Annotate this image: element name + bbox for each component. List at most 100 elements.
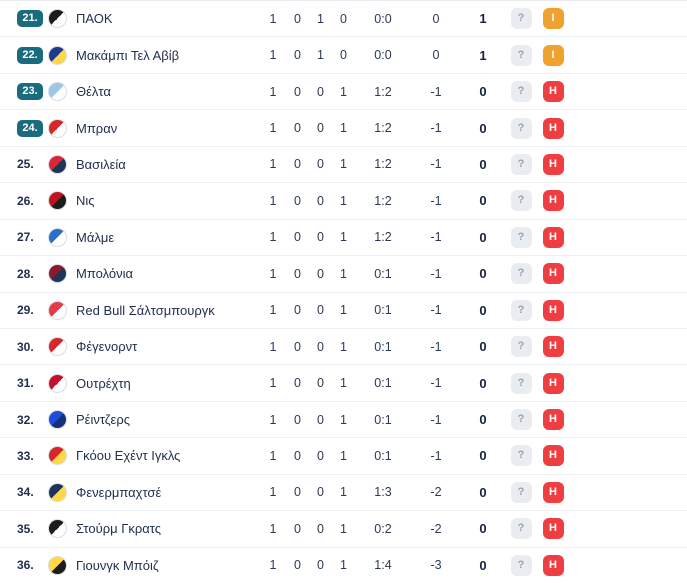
position-label: 28. (17, 266, 34, 281)
unknown-opponent-icon[interactable]: ? (510, 263, 532, 285)
position-cell: 35. (12, 520, 48, 538)
unknown-opponent-icon[interactable]: ? (510, 8, 532, 30)
table-row[interactable]: 27. Μάλμε 1 0 0 1 1:2 -1 0 ? Η (0, 219, 687, 257)
form-result-badge[interactable]: Η (542, 299, 564, 321)
team-name[interactable]: Φέγενορντ (76, 339, 138, 355)
draws-cell: 1 (317, 11, 324, 26)
form-result-badge[interactable]: Η (542, 81, 564, 103)
team-name[interactable]: Ρέιντζερς (76, 412, 130, 428)
unknown-opponent-icon[interactable]: ? (510, 409, 532, 431)
table-row[interactable]: 26. Νις 1 0 0 1 1:2 -1 0 ? Η (0, 183, 687, 220)
team-logo-icon (48, 9, 67, 29)
draws-cell: 0 (317, 230, 324, 245)
team-name[interactable]: ΠΑΟΚ (76, 11, 113, 27)
form-result-badge[interactable]: Η (542, 372, 564, 394)
table-row[interactable]: 23. Θέλτα 1 0 0 1 1:2 -1 0 ? Η (0, 73, 687, 111)
form-cell: Η (537, 190, 569, 212)
next-match-cell: ? (505, 445, 537, 467)
team-name[interactable]: Μπολόνια (76, 266, 134, 282)
draws-cell: 0 (317, 339, 324, 354)
team-name[interactable]: Ουτρέχτη (76, 375, 131, 391)
played-cell: 1 (269, 485, 277, 500)
team-name[interactable]: Νις (76, 193, 95, 209)
table-row[interactable]: 21. ΠΑΟΚ 1 0 1 0 0:0 0 1 ? Ι (0, 1, 687, 38)
position-cell: 29. (12, 301, 48, 319)
wins-cell: 0 (294, 84, 301, 99)
position-cell: 23. (12, 81, 48, 102)
team-logo-icon (48, 337, 67, 357)
table-row[interactable]: 33. Γκόου Εχέντ Ιγκλς 1 0 0 1 0:1 -1 0 ?… (0, 438, 687, 475)
next-match-cell: ? (505, 81, 537, 103)
table-row[interactable]: 36. Γιουνγκ Μπόιζ 1 0 0 1 1:4 -3 0 ? Η (0, 547, 687, 583)
team-logo-icon (48, 300, 67, 320)
form-result-badge[interactable]: Η (542, 409, 564, 431)
unknown-opponent-icon[interactable]: ? (510, 117, 532, 139)
table-row[interactable]: 28. Μπολόνια 1 0 0 1 0:1 -1 0 ? Η (0, 256, 687, 293)
unknown-opponent-icon[interactable]: ? (510, 336, 532, 358)
losses-cell: 1 (340, 84, 347, 99)
unknown-opponent-icon[interactable]: ? (510, 554, 532, 576)
wins-cell: 0 (294, 157, 301, 172)
form-result-badge[interactable]: Ι (542, 44, 564, 66)
unknown-opponent-icon[interactable]: ? (510, 445, 532, 467)
goals-cell: 0:0 (374, 48, 392, 63)
table-row[interactable]: 24. Μπραν 1 0 0 1 1:2 -1 0 ? Η (0, 110, 687, 147)
form-result-badge[interactable]: Η (542, 518, 564, 540)
table-row[interactable]: 22. Μακάμπι Τελ Αβίβ 1 0 1 0 0:0 0 1 ? Ι (0, 37, 687, 74)
next-match-cell: ? (505, 518, 537, 540)
form-cell: Η (537, 481, 569, 503)
wins-cell: 0 (294, 230, 301, 245)
team-name[interactable]: Φενερμπαχτσέ (76, 484, 162, 500)
unknown-opponent-icon[interactable]: ? (510, 481, 532, 503)
position-label: 23. (17, 83, 43, 101)
form-result-badge[interactable]: Η (542, 445, 564, 467)
position-cell: 36. (12, 556, 48, 574)
form-result-badge[interactable]: Η (542, 153, 564, 175)
team-name[interactable]: Γιουνγκ Μπόιζ (76, 557, 159, 573)
team-name[interactable]: Red Bull Σάλτσμπουργκ (76, 302, 215, 318)
unknown-opponent-icon[interactable]: ? (510, 44, 532, 66)
form-result-badge[interactable]: Η (542, 554, 564, 576)
unknown-opponent-icon[interactable]: ? (510, 81, 532, 103)
form-result-badge[interactable]: Ι (542, 8, 564, 30)
form-result-badge[interactable]: Η (542, 263, 564, 285)
team-name[interactable]: Θέλτα (76, 84, 111, 100)
position-label: 26. (17, 193, 34, 208)
unknown-opponent-icon[interactable]: ? (510, 190, 532, 212)
unknown-opponent-icon[interactable]: ? (510, 153, 532, 175)
goal-diff-cell: -2 (430, 521, 442, 536)
table-row[interactable]: 30. Φέγενορντ 1 0 0 1 0:1 -1 0 ? Η (0, 328, 687, 366)
team-name[interactable]: Μπραν (76, 120, 118, 136)
form-result-badge[interactable]: Η (542, 190, 564, 212)
form-cell: Η (537, 336, 569, 358)
position-cell: 31. (12, 374, 48, 392)
team-name[interactable]: Βασιλεία (76, 156, 126, 172)
form-result-badge[interactable]: Η (542, 117, 564, 139)
goal-diff-cell: -1 (430, 412, 442, 427)
unknown-opponent-icon[interactable]: ? (510, 299, 532, 321)
unknown-opponent-icon[interactable]: ? (510, 372, 532, 394)
points-cell: 0 (479, 120, 487, 136)
points-cell: 0 (479, 84, 487, 100)
table-row[interactable]: 31. Ουτρέχτη 1 0 0 1 0:1 -1 0 ? Η (0, 365, 687, 402)
team-name[interactable]: Μακάμπι Τελ Αβίβ (76, 47, 180, 63)
team-name[interactable]: Στούρμ Γκρατς (76, 521, 161, 537)
draws-cell: 1 (317, 48, 324, 63)
team-logo-icon (48, 82, 67, 102)
form-result-badge[interactable]: Η (542, 481, 564, 503)
unknown-opponent-icon[interactable]: ? (510, 226, 532, 248)
position-label: 27. (17, 230, 34, 245)
table-row[interactable]: 35. Στούρμ Γκρατς 1 0 0 1 0:2 -2 0 ? Η (0, 511, 687, 548)
losses-cell: 1 (340, 376, 347, 391)
team-name[interactable]: Γκόου Εχέντ Ιγκλς (76, 448, 181, 464)
table-row[interactable]: 32. Ρέιντζερς 1 0 0 1 0:1 -1 0 ? Η (0, 401, 687, 439)
form-result-badge[interactable]: Η (542, 336, 564, 358)
played-cell: 1 (269, 339, 277, 354)
team-name[interactable]: Μάλμε (76, 229, 115, 245)
form-result-badge[interactable]: Η (542, 226, 564, 248)
table-row[interactable]: 25. Βασιλεία 1 0 0 1 1:2 -1 0 ? Η (0, 146, 687, 184)
draws-cell: 0 (317, 157, 324, 172)
unknown-opponent-icon[interactable]: ? (510, 518, 532, 540)
table-row[interactable]: 34. Φενερμπαχτσέ 1 0 0 1 1:3 -2 0 ? Η (0, 474, 687, 512)
table-row[interactable]: 29. Red Bull Σάλτσμπουργκ 1 0 0 1 0:1 -1… (0, 292, 687, 329)
